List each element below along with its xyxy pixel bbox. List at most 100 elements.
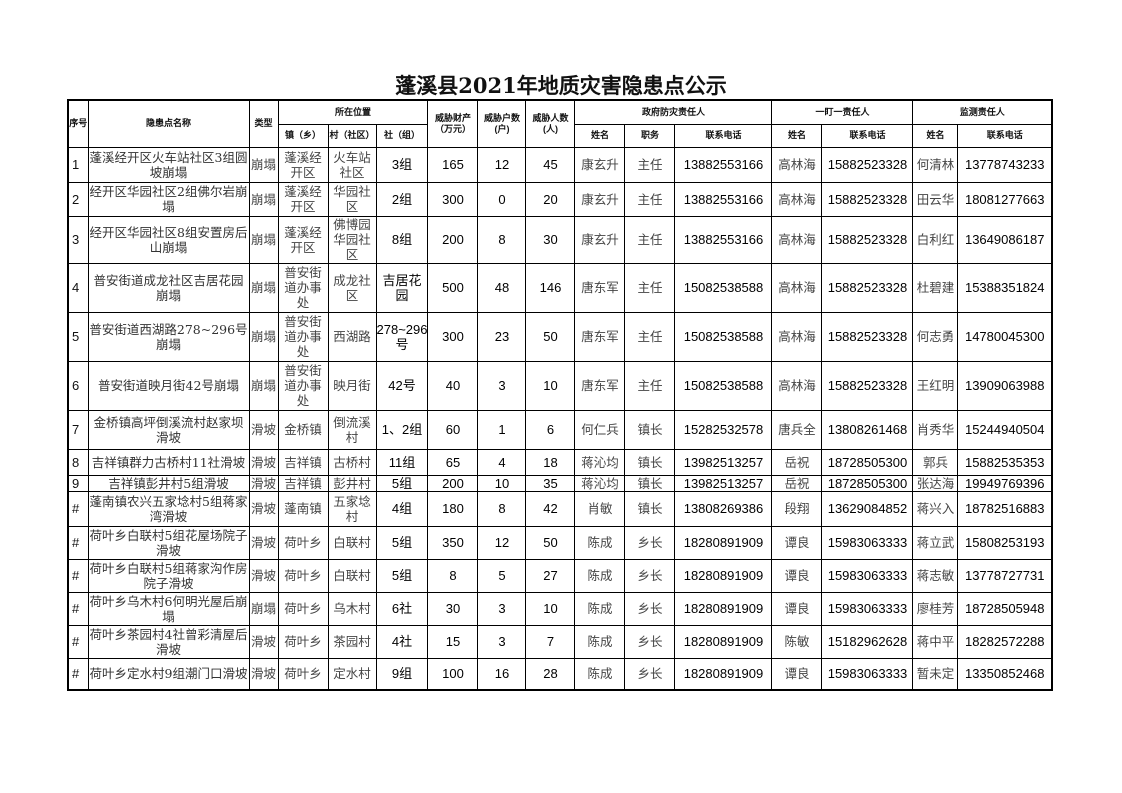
- cell-one-name: 陈敏: [771, 624, 823, 659]
- header-property: 威胁财产（万元）: [427, 99, 479, 148]
- cell-mon-phone: 18728505948: [957, 591, 1053, 626]
- property-text: 350: [442, 535, 464, 550]
- cell-group: 5组: [375, 474, 429, 492]
- gov-post-text: 主任: [637, 378, 663, 393]
- property-text: 60: [445, 422, 461, 437]
- one-phone-text: 18728505300: [827, 454, 908, 470]
- cell-gov-phone: 18280891909: [674, 657, 773, 691]
- name-text: 吉祥镇彭井村5组滑坡: [108, 476, 229, 490]
- cell-people: 10: [525, 360, 576, 411]
- town-text: 蓬溪经开区: [284, 184, 322, 214]
- mon-phone-text: 18728505948: [964, 601, 1045, 616]
- cell-gov-phone: 13882553166: [674, 146, 773, 183]
- cell-village: 成龙社区: [327, 262, 377, 313]
- gov-phone-text: 18280891909: [683, 535, 764, 550]
- type-text: 滑坡: [250, 568, 276, 583]
- type-text: 滑坡: [250, 634, 276, 649]
- one-name-text: 高林海: [778, 191, 816, 207]
- one-name-text: 高林海: [778, 280, 816, 295]
- cell-mon-phone: 13778727731: [957, 558, 1053, 593]
- idx-text: 4: [72, 280, 80, 295]
- cell-gov-phone: 18280891909: [674, 525, 773, 560]
- cell-gov-name: 肖敏: [574, 490, 626, 527]
- cell-gov-post: 乡长: [624, 525, 676, 560]
- gov-name-text: 蒋沁均: [581, 454, 619, 470]
- gov-phone-text: 18280891909: [683, 666, 764, 682]
- one-name-text: 谭良: [784, 568, 810, 583]
- cell-people: 30: [525, 215, 576, 264]
- people-text: 35: [543, 476, 558, 490]
- table-row: 1 蓬溪经开区火车站社区3组圆坡崩塌 崩塌 蓬溪经开区 火车站社区 3组 165 12 45 康玄…: [67, 146, 1053, 183]
- group-text: 42号: [388, 378, 416, 393]
- cell-gov-post: 主任: [624, 311, 676, 362]
- cell-name: 荷叶乡乌木村6何明光屋后崩塌: [87, 591, 250, 626]
- gov-phone-text: 15082538588: [683, 378, 764, 393]
- cell-type: 崩塌: [248, 360, 279, 411]
- cell-group: 2组: [375, 181, 429, 217]
- property-text: 15: [445, 634, 461, 649]
- people-text: 45: [543, 157, 558, 172]
- cell-one-phone: 15882523328: [821, 215, 914, 264]
- gov-name-text: 康玄升: [581, 157, 619, 172]
- town-text: 普安街道办事处: [284, 314, 322, 359]
- cell-group: 11组: [375, 448, 429, 476]
- mon-phone-text: 13778743233: [964, 157, 1045, 172]
- households-text: 23: [494, 329, 510, 344]
- cell-households: 8: [477, 490, 527, 527]
- cell-mon-phone: 15882535353: [957, 448, 1053, 476]
- cell-mon-name: 杜碧建: [912, 262, 959, 313]
- households-text: 3: [498, 601, 506, 616]
- gov-post-text: 乡长: [637, 535, 663, 550]
- cell-village: 白联村: [327, 525, 377, 560]
- idx-text: #: [72, 666, 80, 682]
- cell-idx: #: [67, 591, 89, 626]
- cell-name: 蓬南镇农兴五家埝村5组蒋家湾滑坡: [87, 490, 250, 527]
- people-text: 20: [543, 191, 558, 207]
- table-row: # 荷叶乡定水村9组潮门口滑坡 滑坡 荷叶乡 定水村 9组 100 16 28 陈成 乡长 18280…: [67, 657, 1053, 691]
- group-text: 278~296号: [376, 321, 428, 352]
- cell-group: 1、2组: [375, 409, 429, 450]
- table-row: 7 金桥镇高坪倒溪流村赵家坝滑坡 滑坡 金桥镇 倒流溪村 1、2组 60 1 6 何仁兵 镇长 152…: [67, 409, 1053, 450]
- one-name-text: 唐兵全: [778, 422, 816, 437]
- type-text: 滑坡: [250, 422, 276, 437]
- idx-text: 5: [72, 329, 80, 344]
- cell-one-name: 谭良: [771, 558, 823, 593]
- name-text: 经开区华园社区2组佛尔岩崩塌: [89, 184, 248, 214]
- gov-phone-text: 13882553166: [683, 157, 764, 172]
- cell-gov-name: 康玄升: [574, 181, 626, 217]
- cell-people: 18: [525, 448, 576, 476]
- town-text: 荷叶乡: [284, 666, 322, 682]
- cell-gov-post: 乡长: [624, 624, 676, 659]
- cell-idx: 1: [67, 146, 89, 183]
- mon-name-text: 蒋兴入: [916, 501, 955, 516]
- one-name-text: 谭良: [784, 666, 810, 682]
- one-name-text: 岳祝: [784, 476, 810, 490]
- cell-idx: 5: [67, 311, 89, 362]
- header-gov: 政府防灾责任人: [574, 99, 773, 125]
- cell-one-phone: 15983063333: [821, 525, 914, 560]
- cell-property: 65: [427, 448, 479, 476]
- households-text: 3: [498, 634, 506, 649]
- cell-property: 300: [427, 181, 479, 217]
- gov-name-text: 陈成: [587, 535, 613, 550]
- cell-village: 古桥村: [327, 448, 377, 476]
- cell-gov-phone: 13982513257: [674, 474, 773, 492]
- cell-village: 茶园村: [327, 624, 377, 659]
- cell-mon-name: 白利红: [912, 215, 959, 264]
- name-text: 蓬南镇农兴五家埝村5组蒋家湾滑坡: [89, 493, 248, 524]
- table-row: # 荷叶乡乌木村6何明光屋后崩塌 崩塌 荷叶乡 乌木村 6社 30 3 10 陈成 乡长 182808…: [67, 591, 1053, 626]
- cell-idx: #: [67, 657, 89, 691]
- cell-town: 蓬南镇: [277, 490, 329, 527]
- gov-name-text: 陈成: [587, 568, 613, 583]
- cell-people: 28: [525, 657, 576, 691]
- gov-post-text: 镇长: [637, 454, 663, 470]
- cell-one-name: 岳祝: [771, 448, 823, 476]
- cell-name: 吉祥镇彭井村5组滑坡: [87, 474, 250, 492]
- mon-phone-text: 13909063988: [964, 378, 1045, 393]
- mon-name-text: 何清林: [916, 157, 955, 172]
- cell-name: 金桥镇高坪倒溪流村赵家坝滑坡: [87, 409, 250, 450]
- cell-households: 0: [477, 181, 527, 217]
- mon-phone-text: 18782516883: [964, 501, 1045, 516]
- idx-text: 1: [72, 157, 80, 172]
- one-phone-text: 15882523328: [827, 232, 908, 247]
